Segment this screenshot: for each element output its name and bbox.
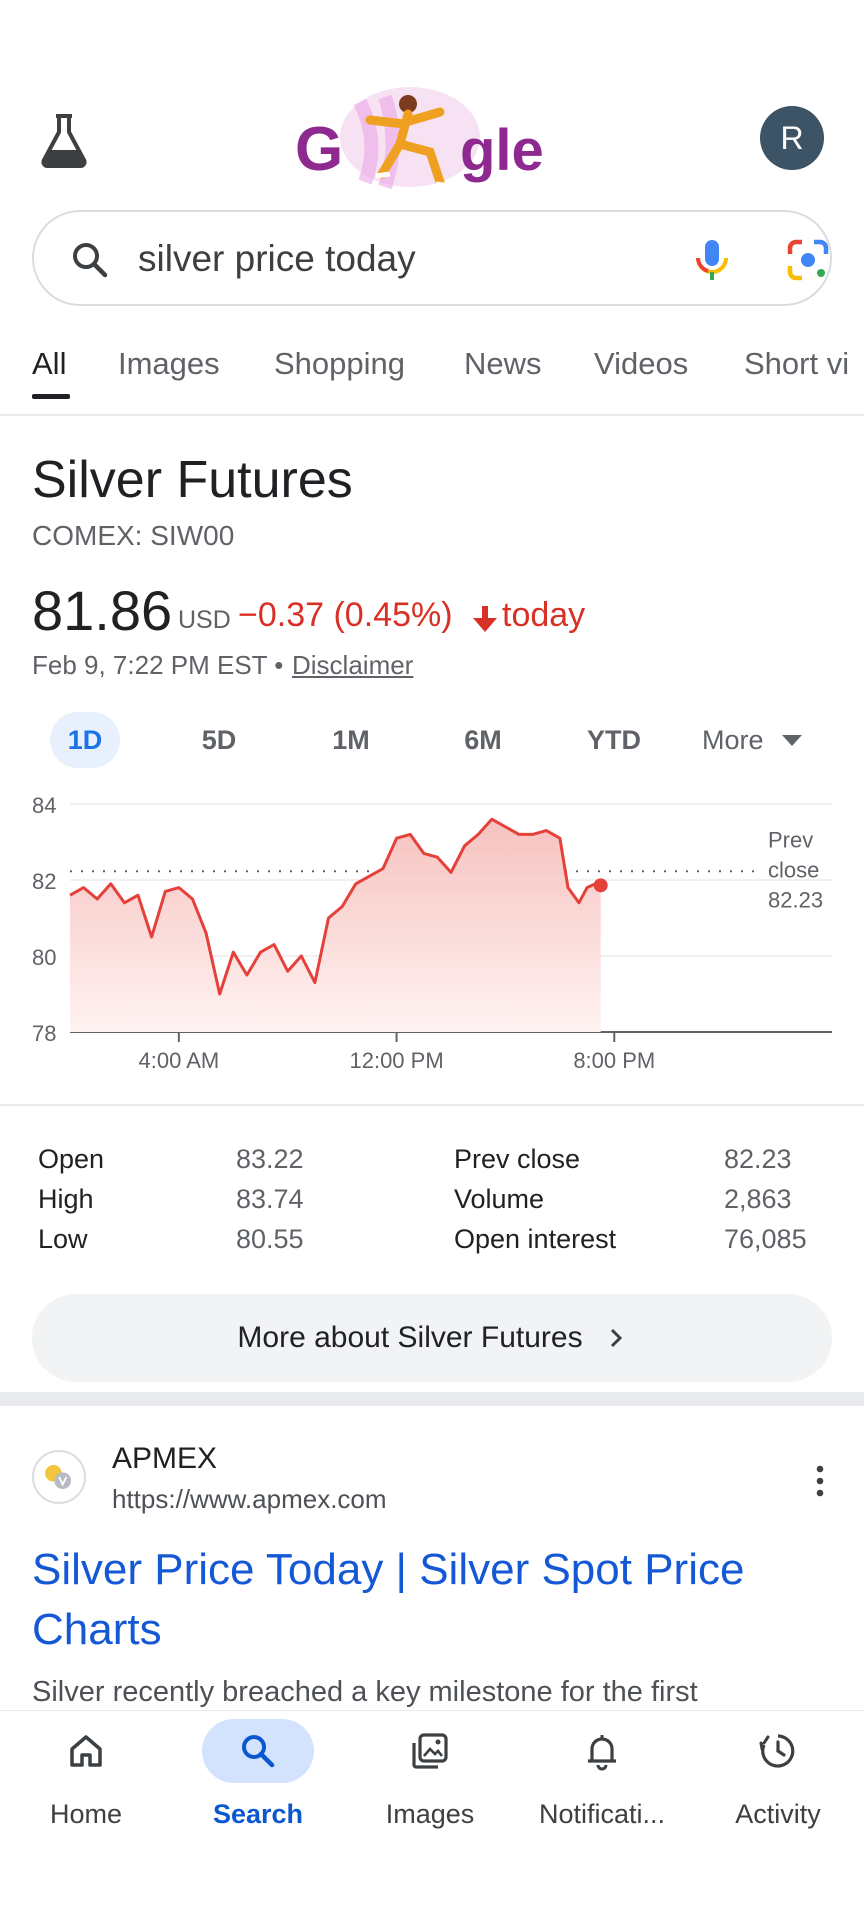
range-selector: 1D 5D 1M 6M YTD More xyxy=(0,712,864,768)
result-url[interactable]: https://www.apmex.com xyxy=(112,1484,387,1514)
home-icon xyxy=(70,1735,102,1767)
stat-high-label: High xyxy=(38,1184,94,1214)
search-icon xyxy=(242,1735,275,1768)
disclaimer-link[interactable]: Disclaimer xyxy=(292,650,414,680)
stat-low-label: Low xyxy=(38,1224,88,1254)
prev-close-label: Prev xyxy=(768,827,813,852)
y-tick-label: 82 xyxy=(32,869,56,894)
tab-videos[interactable]: Videos xyxy=(594,346,689,381)
range-6m[interactable]: 6M xyxy=(464,724,502,755)
range-ytd[interactable]: YTD xyxy=(587,724,641,755)
x-tick-label: 12:00 PM xyxy=(349,1048,443,1073)
down-arrow-icon xyxy=(473,606,497,632)
search-tabs: All Images Shopping News Videos Short vi xyxy=(0,320,864,416)
quote-title: Silver Futures xyxy=(32,451,353,509)
y-tick-label: 78 xyxy=(32,1021,56,1046)
activity-icon xyxy=(759,1734,795,1768)
more-about-button[interactable]: More about Silver Futures xyxy=(32,1294,832,1382)
quote-currency: USD xyxy=(178,606,231,634)
nav-images-icon-wrap xyxy=(374,1719,486,1783)
mic-icon[interactable] xyxy=(686,234,738,286)
lens-icon[interactable] xyxy=(782,234,834,286)
images-icon xyxy=(412,1733,448,1769)
tab-all[interactable]: All xyxy=(32,346,67,381)
search-bar[interactable]: silver price today xyxy=(32,210,832,306)
stat-open-value: 83.22 xyxy=(236,1144,304,1174)
stat-low-value: 80.55 xyxy=(236,1224,304,1254)
price-chart[interactable]: 84 82 80 78 4:00 AM 12:00 PM 8:00 PM Prev close 8… xyxy=(0,780,864,1090)
y-tick-label: 80 xyxy=(32,945,56,970)
stat-volume-value: 2,863 xyxy=(724,1184,792,1214)
stat-open-interest-value: 76,085 xyxy=(724,1224,807,1254)
quote-today-label: today xyxy=(502,596,586,634)
current-price-dot xyxy=(593,878,608,893)
nav-home-label: Home xyxy=(49,1799,123,1829)
price-line xyxy=(69,817,602,996)
stat-prev-close-value: 82.23 xyxy=(724,1144,792,1174)
active-tab-indicator xyxy=(32,394,70,399)
nav-activity-icon-wrap xyxy=(722,1719,834,1783)
tab-images[interactable]: Images xyxy=(118,346,220,381)
account-avatar[interactable]: R xyxy=(760,106,824,170)
quote-timestamp: Feb 9, 7:22 PM EST • xyxy=(32,650,284,680)
search-icon xyxy=(73,243,108,278)
range-more-label: More xyxy=(702,724,764,755)
more-about-label: More about Silver Futures xyxy=(237,1321,583,1354)
x-tick-label: 4:00 AM xyxy=(138,1048,219,1073)
nav-notifications-icon-wrap xyxy=(546,1719,658,1783)
quote-change: −0.37 (0.45%) xyxy=(238,596,453,634)
nav-search-icon-wrap xyxy=(202,1719,314,1783)
caret-down-icon xyxy=(781,734,802,746)
section-separator xyxy=(0,1392,864,1406)
search-input[interactable]: silver price today xyxy=(138,238,416,279)
tab-shopping[interactable]: Shopping xyxy=(274,346,406,381)
range-more-dropdown[interactable]: More xyxy=(702,712,802,768)
prev-close-label: 82.23 xyxy=(768,887,823,912)
y-tick-label: 84 xyxy=(32,793,56,818)
more-options-icon[interactable] xyxy=(814,1464,826,1498)
range-1m[interactable]: 1M xyxy=(332,724,370,755)
flask-icon[interactable] xyxy=(34,110,94,170)
result-site-name[interactable]: APMEX xyxy=(112,1442,218,1475)
nav-activity-label: Activity xyxy=(735,1799,821,1829)
stat-volume-label: Volume xyxy=(454,1184,545,1214)
nav-notifications-label: Notificati... xyxy=(538,1799,666,1829)
header: G gle R xyxy=(0,0,864,200)
google-doodle[interactable]: G gle xyxy=(290,82,580,197)
nav-search-label: Search xyxy=(212,1799,304,1829)
nav-images-label: Images xyxy=(385,1799,475,1829)
tab-news[interactable]: News xyxy=(464,346,542,381)
stat-prev-close-label: Prev close xyxy=(454,1144,581,1174)
result-snippet: Silver recently breached a key milestone… xyxy=(32,1676,698,1708)
chevron-right-icon xyxy=(610,1328,622,1348)
svg-text:gle: gle xyxy=(460,118,544,183)
x-tick-label: 8:00 PM xyxy=(573,1048,655,1073)
nav-home-icon-wrap xyxy=(30,1719,142,1783)
quote-ticker: COMEX: SIW00 xyxy=(32,520,235,551)
prev-close-label: close xyxy=(768,857,819,882)
quote-price: 81.86 xyxy=(32,579,173,642)
section-divider xyxy=(0,1104,864,1106)
svg-text:G: G xyxy=(295,115,343,184)
price-area xyxy=(70,819,601,1032)
tab-short-videos[interactable]: Short vi xyxy=(744,346,850,381)
stat-open-label: Open xyxy=(38,1144,105,1174)
range-1d[interactable]: 1D xyxy=(50,712,120,768)
apmex-favicon xyxy=(32,1450,86,1504)
bottom-navigation: Home Search Images xyxy=(0,1710,864,1920)
stat-open-interest-label: Open interest xyxy=(454,1224,617,1254)
range-5d[interactable]: 5D xyxy=(201,724,237,755)
result-title-link[interactable]: Silver Price Today | Silver Spot Price C… xyxy=(32,1545,745,1654)
bell-icon xyxy=(588,1735,616,1771)
stat-high-value: 83.74 xyxy=(236,1184,304,1214)
